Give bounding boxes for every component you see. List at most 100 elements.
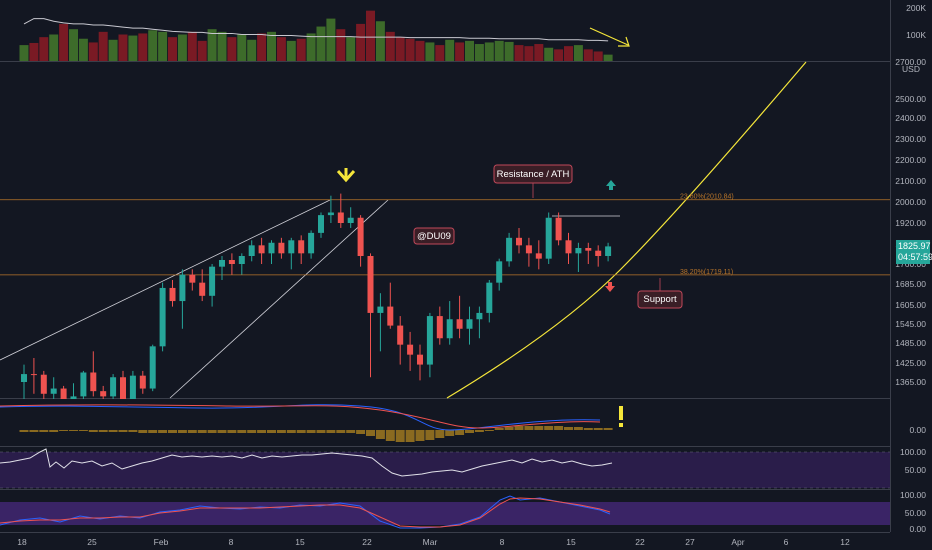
candle-body [248,245,255,256]
volume-bar [138,33,148,61]
panel-separators [0,0,891,533]
volume-bar [514,45,524,61]
volume-bar [59,23,69,61]
time-tick-6: Mar [423,537,438,547]
volume-bar [336,29,346,61]
candle-body [70,396,77,399]
volume-bar [19,45,29,61]
volume-trend-arrow [589,27,630,47]
macd-histogram-bar [415,430,425,441]
volume-bar [177,34,187,61]
candle-body [397,325,404,345]
volume-bar [227,37,237,61]
macd-signal-line [0,404,601,429]
candle-body [308,232,315,254]
macd-histogram-bar [504,427,514,430]
candle-body [426,316,433,365]
candle-body [258,245,265,254]
volume-bar [583,49,593,61]
candle-body [565,240,572,254]
time-tick-5: 22 [362,537,372,547]
price-axis: 2700.00 2500.00 2400.00 2300.00 2200.00 2100.… [895,57,926,387]
volume-bar [494,40,504,61]
volume-bar [217,31,227,61]
candle-body [238,256,245,264]
yellow-support-curve [446,61,807,399]
resistance-annotation: Resistance / ATH [493,164,573,198]
rsi-axis: 100.00 50.00 [900,447,926,475]
volume-bar [484,42,494,61]
yellow-down-arrow [336,168,356,183]
price-tick-2: 2400.00 [895,113,926,123]
candle-body [525,245,532,254]
candle-body [278,242,285,254]
price-tick-7: 1920.00 [895,218,926,228]
volume-bar [286,40,296,61]
macd-histogram-bar [544,426,554,430]
price-tick-6: 2000.00 [895,197,926,207]
candle-body [545,217,552,259]
candle-body [496,261,503,283]
macd-histogram-bar [148,430,158,433]
volume-bar [276,37,286,61]
macd-histogram-bar [88,430,98,432]
candle-body [100,391,107,397]
stoch-tick-0: 0.00 [909,524,926,534]
volume-bar [524,46,534,61]
last-price-value: 1825.97 [898,241,931,251]
macd-histogram-bar [98,430,108,432]
macd-histogram-bar [405,430,415,442]
candle-body [377,306,384,313]
fib-label: 23.60%(2010.84) [680,194,734,201]
macd-histogram-bar [603,428,613,430]
volume-tick-100k: 100K [906,30,926,40]
macd-histogram-bar [138,430,148,433]
candle-body [456,319,463,329]
macd-histogram-bar [69,430,78,431]
macd-histogram-bar [227,430,237,433]
candle-body [476,312,483,320]
macd-histogram-bar [128,430,138,432]
volume-bar [197,40,207,61]
macd-axis: 0.00 [909,425,926,435]
stoch-band [0,502,890,525]
wedge-lower-line [169,199,389,399]
macd-histogram-bar [494,428,504,430]
volume-bar [356,23,366,61]
macd-histogram-bar [118,430,128,432]
candle-body [357,217,364,256]
candle-body [219,260,225,267]
candle-body [40,374,47,394]
volume-bars [19,10,613,62]
rsi-tick-50: 50.00 [905,465,927,475]
fib-label: 38.20%(1719.11) [680,269,733,276]
macd-histogram-bar [49,430,59,432]
candle-body [327,212,334,216]
macd-histogram-bar [514,426,524,430]
candle-body [486,282,493,313]
macd-histogram-bar [445,430,455,436]
price-tick-4: 2200.00 [895,155,926,165]
macd-histogram-bar [455,430,465,435]
volume-bar [425,42,435,61]
candle-body [387,306,394,326]
rsi-band [0,452,890,488]
volume-bar [534,44,544,61]
time-tick-8: 15 [566,537,576,547]
yellow-exclamation-icon [619,406,623,427]
macd-histogram-bar [524,426,534,430]
price-tick-12: 1545.00 [895,319,926,329]
last-price-badge: 1825.97 04:57:59 [896,240,932,264]
volume-bar [118,34,128,61]
volume-bar [108,39,118,61]
macd-histogram-bar [276,430,286,433]
macd-histogram-bar [237,430,247,433]
volume-bar [375,21,385,61]
volume-bar [603,54,613,61]
candle-body [159,287,166,347]
volume-bar [445,39,455,61]
macd-histogram [19,426,613,442]
watermark-label: @DU09 [417,231,451,242]
macd-histogram-bar [583,428,593,430]
macd-histogram-bar [296,430,306,433]
